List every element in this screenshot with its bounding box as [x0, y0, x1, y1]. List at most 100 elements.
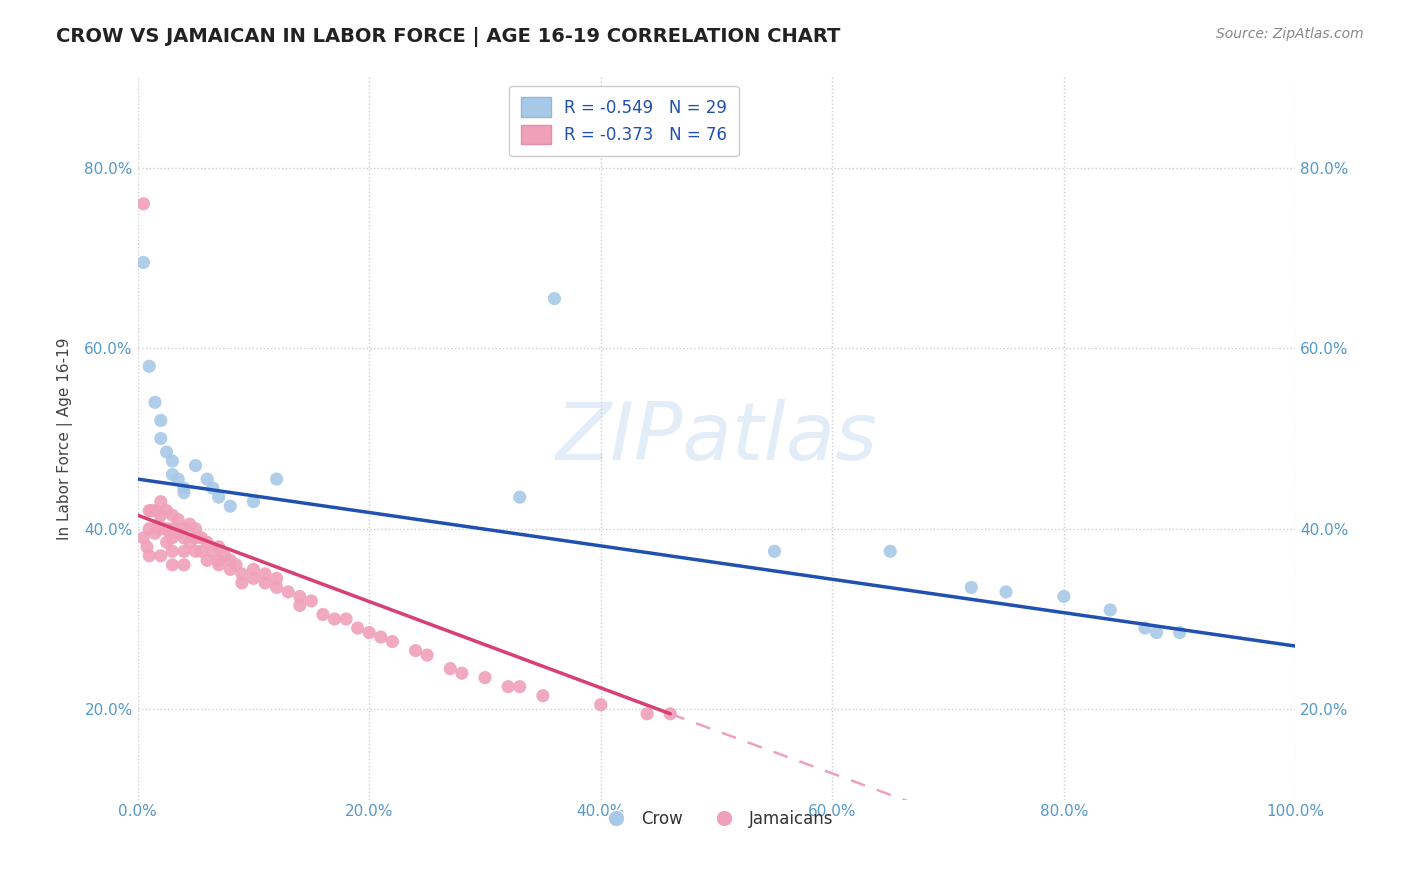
Point — [184, 544, 207, 558]
Point — [636, 706, 658, 721]
Point — [266, 581, 288, 595]
Point — [416, 648, 439, 662]
Point — [179, 517, 201, 532]
Point — [155, 535, 177, 549]
Point — [149, 522, 172, 536]
Point — [242, 494, 264, 508]
Point — [288, 599, 311, 613]
Point — [381, 634, 404, 648]
Point — [173, 522, 195, 536]
Point — [167, 472, 190, 486]
Point — [359, 625, 381, 640]
Point — [138, 522, 160, 536]
Point — [173, 481, 195, 495]
Legend: Crow, Jamaicans: Crow, Jamaicans — [592, 803, 841, 835]
Point — [138, 549, 160, 563]
Point — [225, 558, 247, 572]
Point — [589, 698, 612, 712]
Point — [184, 458, 207, 473]
Point — [162, 558, 184, 572]
Point — [155, 522, 177, 536]
Point — [159, 526, 181, 541]
Point — [960, 581, 983, 595]
Point — [190, 544, 212, 558]
Point — [474, 671, 496, 685]
Point — [659, 706, 682, 721]
Point — [208, 553, 231, 567]
Text: Source: ZipAtlas.com: Source: ZipAtlas.com — [1216, 27, 1364, 41]
Point — [277, 585, 299, 599]
Point — [201, 544, 224, 558]
Point — [184, 531, 207, 545]
Point — [253, 575, 276, 590]
Point — [288, 590, 311, 604]
Point — [155, 504, 177, 518]
Point — [312, 607, 335, 622]
Point — [201, 481, 224, 495]
Point — [1133, 621, 1156, 635]
Point — [149, 432, 172, 446]
Point — [509, 490, 531, 504]
Point — [543, 292, 565, 306]
Point — [167, 513, 190, 527]
Point — [242, 571, 264, 585]
Point — [135, 540, 157, 554]
Point — [1146, 625, 1168, 640]
Point — [995, 585, 1018, 599]
Point — [190, 531, 212, 545]
Point — [143, 395, 166, 409]
Point — [1053, 590, 1076, 604]
Point — [138, 504, 160, 518]
Point — [167, 526, 190, 541]
Point — [148, 517, 170, 532]
Point — [143, 526, 166, 541]
Point — [179, 535, 201, 549]
Point — [266, 571, 288, 585]
Point — [509, 680, 531, 694]
Point — [195, 472, 218, 486]
Point — [1099, 603, 1122, 617]
Point — [143, 504, 166, 518]
Point — [162, 544, 184, 558]
Point — [531, 689, 554, 703]
Point — [219, 562, 242, 576]
Point — [208, 490, 231, 504]
Point — [132, 255, 155, 269]
Point — [335, 612, 357, 626]
Point — [346, 621, 368, 635]
Point — [195, 553, 218, 567]
Text: ZIPatlas: ZIPatlas — [555, 400, 877, 477]
Point — [173, 558, 195, 572]
Point — [242, 562, 264, 576]
Point — [219, 499, 242, 513]
Point — [496, 680, 519, 694]
Point — [195, 535, 218, 549]
Point — [763, 544, 786, 558]
Point — [155, 445, 177, 459]
Point — [149, 413, 172, 427]
Point — [208, 558, 231, 572]
Point — [184, 522, 207, 536]
Point — [370, 630, 392, 644]
Point — [231, 575, 253, 590]
Point — [162, 467, 184, 482]
Text: CROW VS JAMAICAN IN LABOR FORCE | AGE 16-19 CORRELATION CHART: CROW VS JAMAICAN IN LABOR FORCE | AGE 16… — [56, 27, 841, 46]
Point — [1168, 625, 1191, 640]
Point — [149, 494, 172, 508]
Point — [149, 508, 172, 523]
Point — [323, 612, 346, 626]
Point — [439, 662, 461, 676]
Point — [162, 531, 184, 545]
Point — [162, 454, 184, 468]
Point — [266, 472, 288, 486]
Point — [299, 594, 322, 608]
Point — [132, 531, 155, 545]
Point — [231, 566, 253, 581]
Point — [132, 196, 155, 211]
Point — [879, 544, 901, 558]
Y-axis label: In Labor Force | Age 16-19: In Labor Force | Age 16-19 — [58, 337, 73, 540]
Point — [173, 485, 195, 500]
Point — [149, 549, 172, 563]
Point — [173, 531, 195, 545]
Point — [138, 359, 160, 374]
